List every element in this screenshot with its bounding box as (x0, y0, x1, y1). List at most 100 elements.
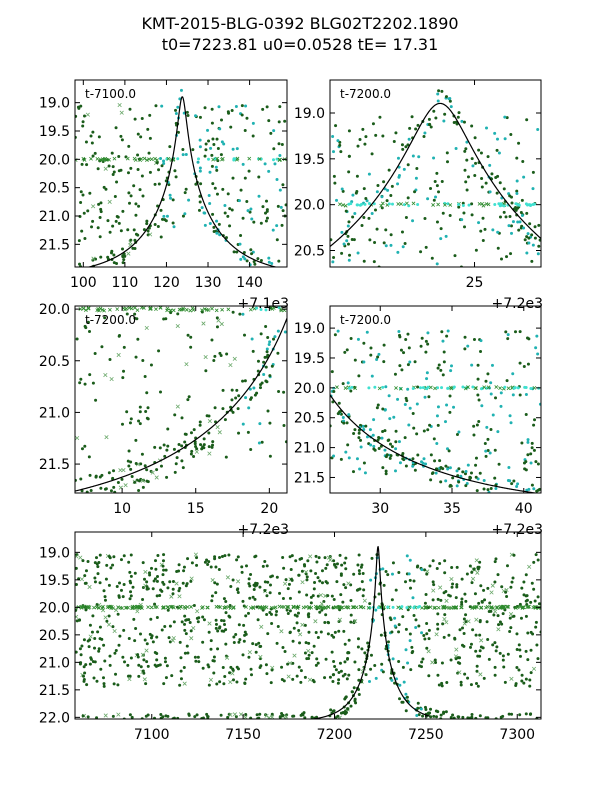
data-point (331, 134, 335, 138)
data-point (493, 203, 497, 207)
data-point (331, 260, 335, 264)
data-point (162, 214, 166, 218)
data-point-x (139, 605, 143, 609)
data-point (524, 392, 528, 396)
data-point-x (231, 606, 236, 610)
data-point (381, 670, 385, 674)
data-point (389, 454, 393, 458)
data-point (439, 237, 443, 241)
data-point (525, 594, 529, 598)
data-point (112, 682, 116, 686)
data-point (268, 421, 272, 425)
data-point (529, 648, 533, 652)
data-point (446, 160, 450, 164)
data-point-x (433, 386, 437, 391)
data-point (79, 377, 83, 381)
data-point (138, 188, 142, 192)
data-point (179, 88, 183, 92)
y-tick-label: 20.0 (39, 152, 70, 168)
data-point (459, 683, 463, 687)
data-point (221, 665, 225, 669)
data-point-x (463, 386, 468, 391)
data-point (222, 629, 226, 633)
data-point (436, 92, 440, 96)
data-point (251, 349, 255, 353)
data-point (357, 678, 361, 682)
data-point (506, 652, 510, 656)
data-point (356, 563, 360, 567)
data-point-x (478, 672, 483, 677)
data-point (170, 674, 174, 678)
data-point (244, 564, 248, 568)
data-point (198, 166, 202, 170)
data-point (116, 612, 120, 616)
data-point-x (160, 605, 165, 610)
data-point (462, 644, 466, 648)
y-tick-label: 19.0 (39, 96, 70, 112)
data-point (432, 583, 436, 587)
data-point (159, 157, 163, 161)
data-point-x (247, 650, 252, 655)
data-point (193, 442, 197, 446)
data-point-x (425, 569, 430, 574)
data-point (420, 660, 424, 664)
data-point (189, 335, 193, 339)
data-point (463, 347, 467, 351)
data-point (87, 645, 91, 649)
data-point (195, 556, 199, 560)
data-point-x (442, 604, 447, 609)
model-curve (308, 545, 430, 719)
data-point-x (144, 648, 149, 653)
data-point (96, 167, 100, 171)
x-tick-label: 140 (236, 275, 263, 291)
data-point (486, 638, 490, 642)
data-point (127, 191, 131, 195)
data-point (496, 573, 500, 577)
data-point (501, 654, 505, 658)
data-point-x (279, 629, 284, 634)
data-point-x (116, 352, 121, 358)
data-point (468, 564, 472, 568)
data-point (259, 332, 263, 336)
data-point (146, 406, 150, 410)
data-point-x (97, 606, 101, 610)
data-point (230, 388, 234, 392)
data-point (477, 420, 481, 424)
data-point (474, 161, 478, 165)
data-point-x (75, 614, 79, 619)
data-point (525, 235, 529, 239)
data-point (100, 637, 104, 641)
data-point (338, 143, 342, 147)
data-point (193, 715, 197, 719)
data-point-x (208, 677, 214, 682)
data-point (113, 194, 117, 198)
data-point-x (506, 605, 511, 609)
data-point (436, 99, 440, 103)
data-point (531, 202, 535, 206)
data-point (390, 572, 394, 576)
data-point (75, 608, 78, 612)
data-point (264, 663, 268, 667)
data-point (427, 395, 431, 399)
data-point (224, 611, 228, 615)
data-point-x (225, 655, 230, 660)
data-point (525, 211, 529, 215)
data-point-x (236, 579, 241, 584)
x-tick-label: 35 (443, 501, 461, 517)
data-point (280, 142, 284, 146)
data-point (382, 241, 386, 245)
data-point (350, 385, 354, 389)
data-point-x (454, 647, 459, 652)
data-point (110, 249, 114, 253)
data-point-x (226, 605, 231, 609)
data-point (209, 565, 213, 569)
data-point-x (165, 306, 170, 311)
data-point (106, 255, 110, 259)
data-point-x (277, 157, 282, 162)
data-point (248, 387, 252, 391)
data-point (198, 115, 202, 119)
data-point (97, 560, 101, 564)
data-point-x (127, 677, 132, 682)
data-point (470, 202, 474, 206)
